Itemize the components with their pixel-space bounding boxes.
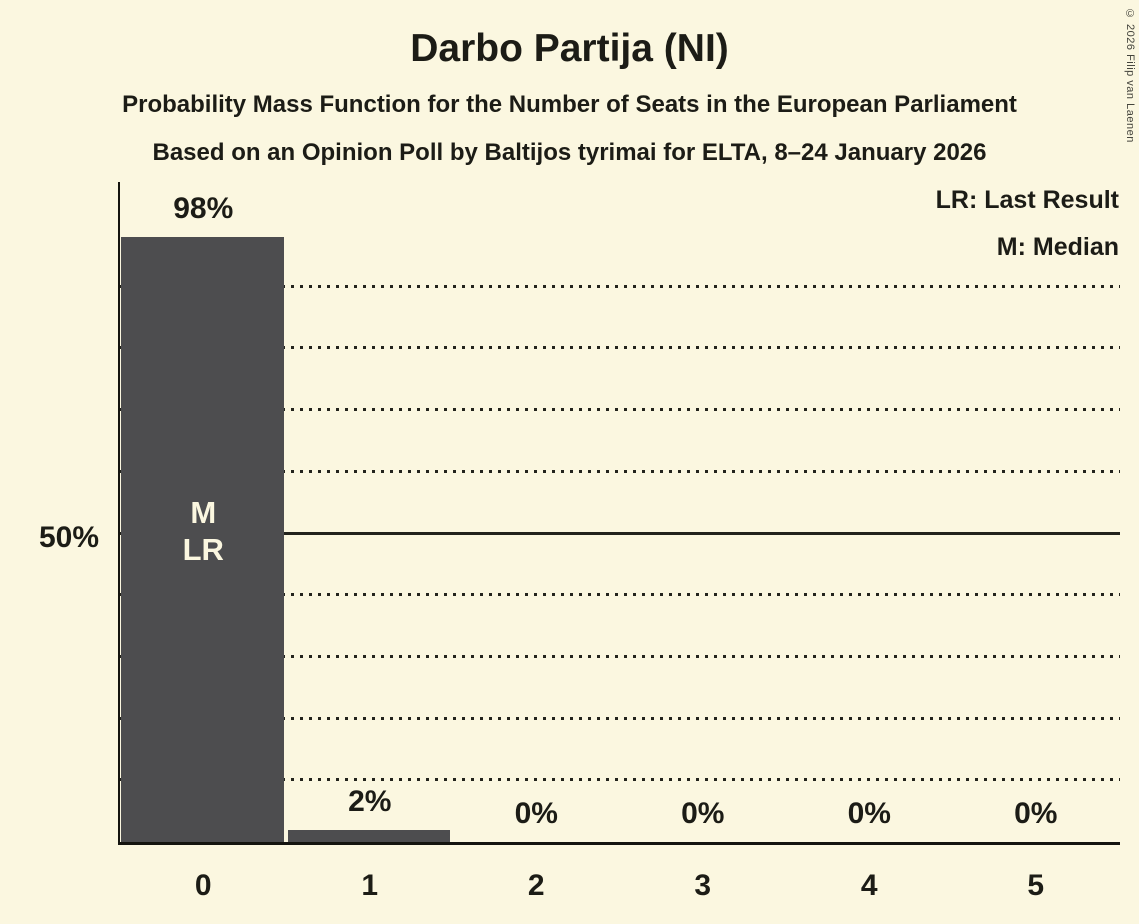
gridline-dotted-80 — [120, 346, 1120, 350]
x-tick-label-2: 2 — [527, 869, 545, 902]
x-tick-label-4: 4 — [860, 869, 878, 902]
bar-column-2: 0% — [453, 182, 620, 842]
gridline-dotted-90 — [120, 284, 1120, 288]
x-tick-label-0: 0 — [194, 869, 212, 902]
bar-column-3: 0% — [620, 182, 787, 842]
bar-column-4: 0% — [786, 182, 953, 842]
chart-source-line: Based on an Opinion Poll by Baltijos tyr… — [152, 139, 987, 166]
copyright-text: © 2026 Filip van Laenen — [1124, 8, 1136, 143]
gridline-solid-50 — [120, 532, 1120, 535]
legend-last-result: LR: Last Result — [935, 186, 1119, 214]
bar-annotation-line-m: M — [190, 495, 217, 530]
bar-value-label-0: 98% — [173, 192, 234, 226]
bar-column-1: 2% — [287, 182, 454, 842]
bar-0 — [121, 237, 284, 842]
gridline-dotted-40 — [120, 593, 1120, 597]
gridline-dotted-10 — [120, 778, 1120, 782]
bar-value-label-2: 0% — [514, 797, 558, 830]
gridline-dotted-60 — [120, 469, 1120, 473]
x-tick-label-5: 5 — [1027, 869, 1045, 902]
gridline-dotted-30 — [120, 654, 1120, 658]
x-tick-label-3: 3 — [694, 869, 712, 902]
chart-legend: LR: Last Result M: Median — [936, 177, 1119, 271]
bar-annotation-line-lr: LR — [182, 532, 224, 567]
x-tick-label-1: 1 — [361, 869, 379, 902]
bar-value-label-5: 0% — [1014, 797, 1058, 830]
y-axis-tick-label-50: 50% — [38, 521, 99, 554]
bar-1 — [287, 829, 450, 842]
x-axis-labels: 0 1 2 3 4 5 — [120, 867, 1119, 905]
bar-value-label-3: 0% — [681, 797, 725, 830]
gridline-dotted-70 — [120, 408, 1120, 412]
bar-value-label-1: 2% — [348, 784, 392, 818]
legend-median: M: Median — [996, 233, 1119, 261]
chart-title: Darbo Partija (NI) — [410, 27, 729, 70]
bar-value-label-4: 0% — [847, 797, 891, 830]
bar-annotation: M LR — [120, 494, 287, 568]
bar-column-5: 0% — [953, 182, 1120, 842]
gridline-dotted-20 — [120, 716, 1120, 720]
plot-area: 98% M LR 2% 0% 0% 0% 0% — [118, 182, 1120, 845]
bar-column-0: 98% M LR — [120, 182, 287, 842]
chart-subtitle: Probability Mass Function for the Number… — [122, 91, 1017, 118]
